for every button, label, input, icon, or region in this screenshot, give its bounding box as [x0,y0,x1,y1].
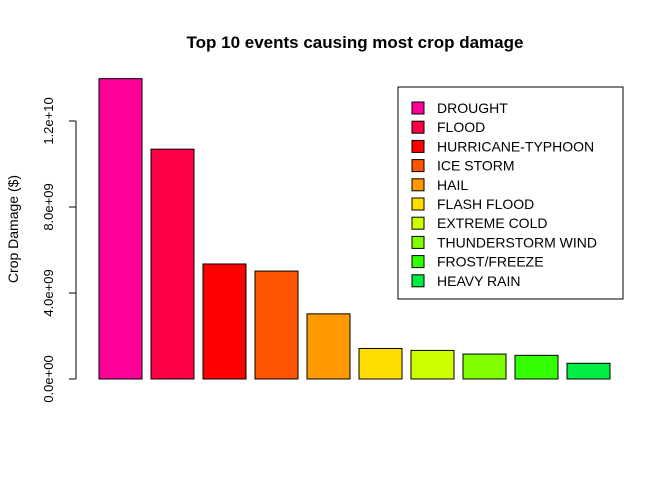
legend-swatch [411,235,425,249]
legend-label: HEAVY RAIN [437,273,521,289]
legend-box [397,86,624,300]
legend-label: HAIL [437,177,468,193]
bar-heavy-rain [566,362,611,380]
legend-label: FROST/FREEZE [437,254,544,270]
legend-label: FLOOD [437,119,485,135]
chart-title: Top 10 events causing most crop damage [187,33,524,52]
legend-swatch [411,101,425,115]
legend-swatch [411,178,425,192]
bar-hail [306,313,351,380]
bar-extreme-cold [410,349,455,380]
legend-swatch [411,139,425,153]
legend-label: FLASH FLOOD [437,196,534,212]
y-tick-label: 4.0e+09 [41,269,56,316]
y-tick-label: 0.0e+00 [41,355,56,402]
legend: DROUGHT FLOOD HURRICANE-TYPHOON ICE STORM HA… [397,86,624,300]
legend-swatch [411,120,425,134]
legend-label: ICE STORM [437,158,515,174]
legend-swatch [411,216,425,230]
legend-label: HURRICANE-TYPHOON [437,138,594,154]
y-tick-label: 1.2e+10 [41,97,56,144]
y-tick-label: 8.0e+09 [41,183,56,230]
bar-frost-freeze [514,354,559,380]
legend-label: DROUGHT [437,100,508,116]
legend-label: EXTREME COLD [437,215,547,231]
bar-ice-storm [254,270,299,380]
legend-swatch [411,255,425,269]
legend-swatch [411,274,425,288]
bar-flood [150,148,195,380]
bars [98,78,611,380]
bar-flash-flood [358,347,403,380]
y-axis-label: Crop Damage ($) [5,175,21,283]
legend-swatch [411,159,425,173]
legend-swatch [411,197,425,211]
bar-drought [98,78,143,380]
bar-hurricane-typhoon [202,263,247,380]
y-axis: 0.0e+00 4.0e+09 8.0e+09 1.2e+10 [41,97,77,403]
bar-thunderstorm-wind [462,353,507,380]
legend-label: THUNDERSTORM WIND [437,234,597,250]
